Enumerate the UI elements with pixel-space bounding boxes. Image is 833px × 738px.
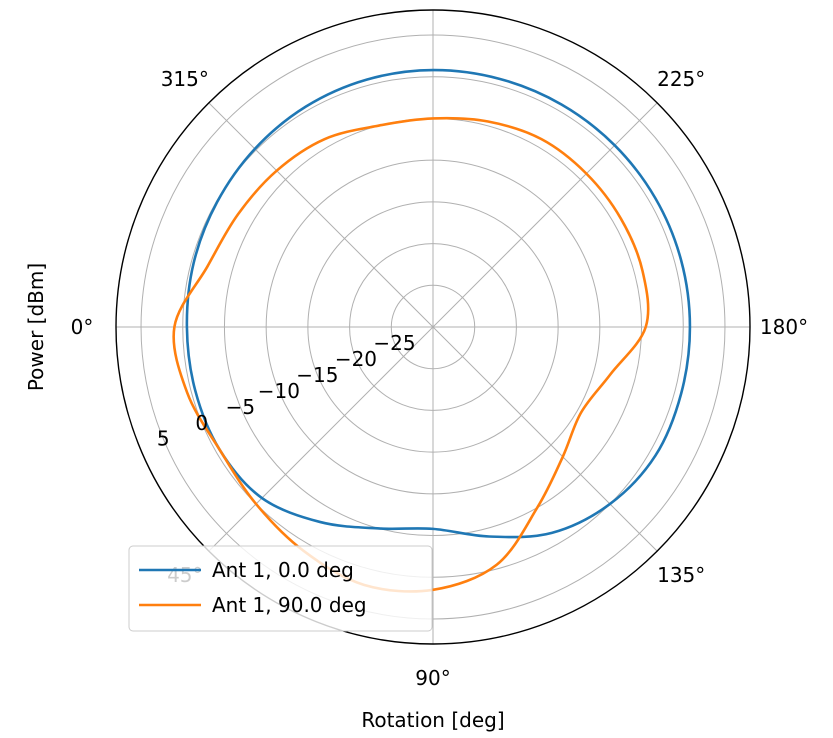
radial-tick-label: −25: [373, 331, 415, 355]
angular-grid-line: [208, 102, 434, 328]
radial-tick-label: −5: [226, 395, 255, 419]
y-axis-label: Power [dBm]: [24, 263, 48, 391]
legend-label-ant-1-90-deg: Ant 1, 90.0 deg: [212, 593, 367, 617]
angular-tick-label: 0°: [71, 315, 94, 339]
series-line-ant-1-0-0-deg: [185, 68, 692, 539]
polar-grid: [116, 10, 750, 644]
radial-tick-label: −15: [296, 363, 338, 387]
angular-grid-line: [432, 326, 658, 552]
angular-grid-line: [208, 326, 434, 552]
legend-label-ant-1-0-deg: Ant 1, 0.0 deg: [212, 558, 354, 582]
angular-tick-label: 315°: [161, 67, 209, 91]
radial-tick-label: −10: [258, 379, 300, 403]
angular-tick-label: 180°: [760, 315, 808, 339]
angular-grid-line: [432, 102, 658, 328]
series-layer: [172, 68, 692, 593]
polar-frame: [115, 9, 751, 645]
legend-frame: [128, 545, 433, 632]
x-axis-label: Rotation [deg]: [361, 708, 504, 732]
radial-tick-label: 5: [157, 427, 170, 451]
radial-tick-label: −20: [335, 347, 377, 371]
angular-tick-label: 90°: [415, 666, 450, 690]
radial-tick-label: 0: [195, 411, 208, 435]
angular-tick-label: 225°: [657, 67, 705, 91]
series-line-ant-1-90-0-deg: [172, 116, 650, 593]
angular-tick-label: 135°: [657, 563, 705, 587]
legend: Ant 1, 0.0 deg Ant 1, 90.0 deg: [128, 545, 433, 632]
